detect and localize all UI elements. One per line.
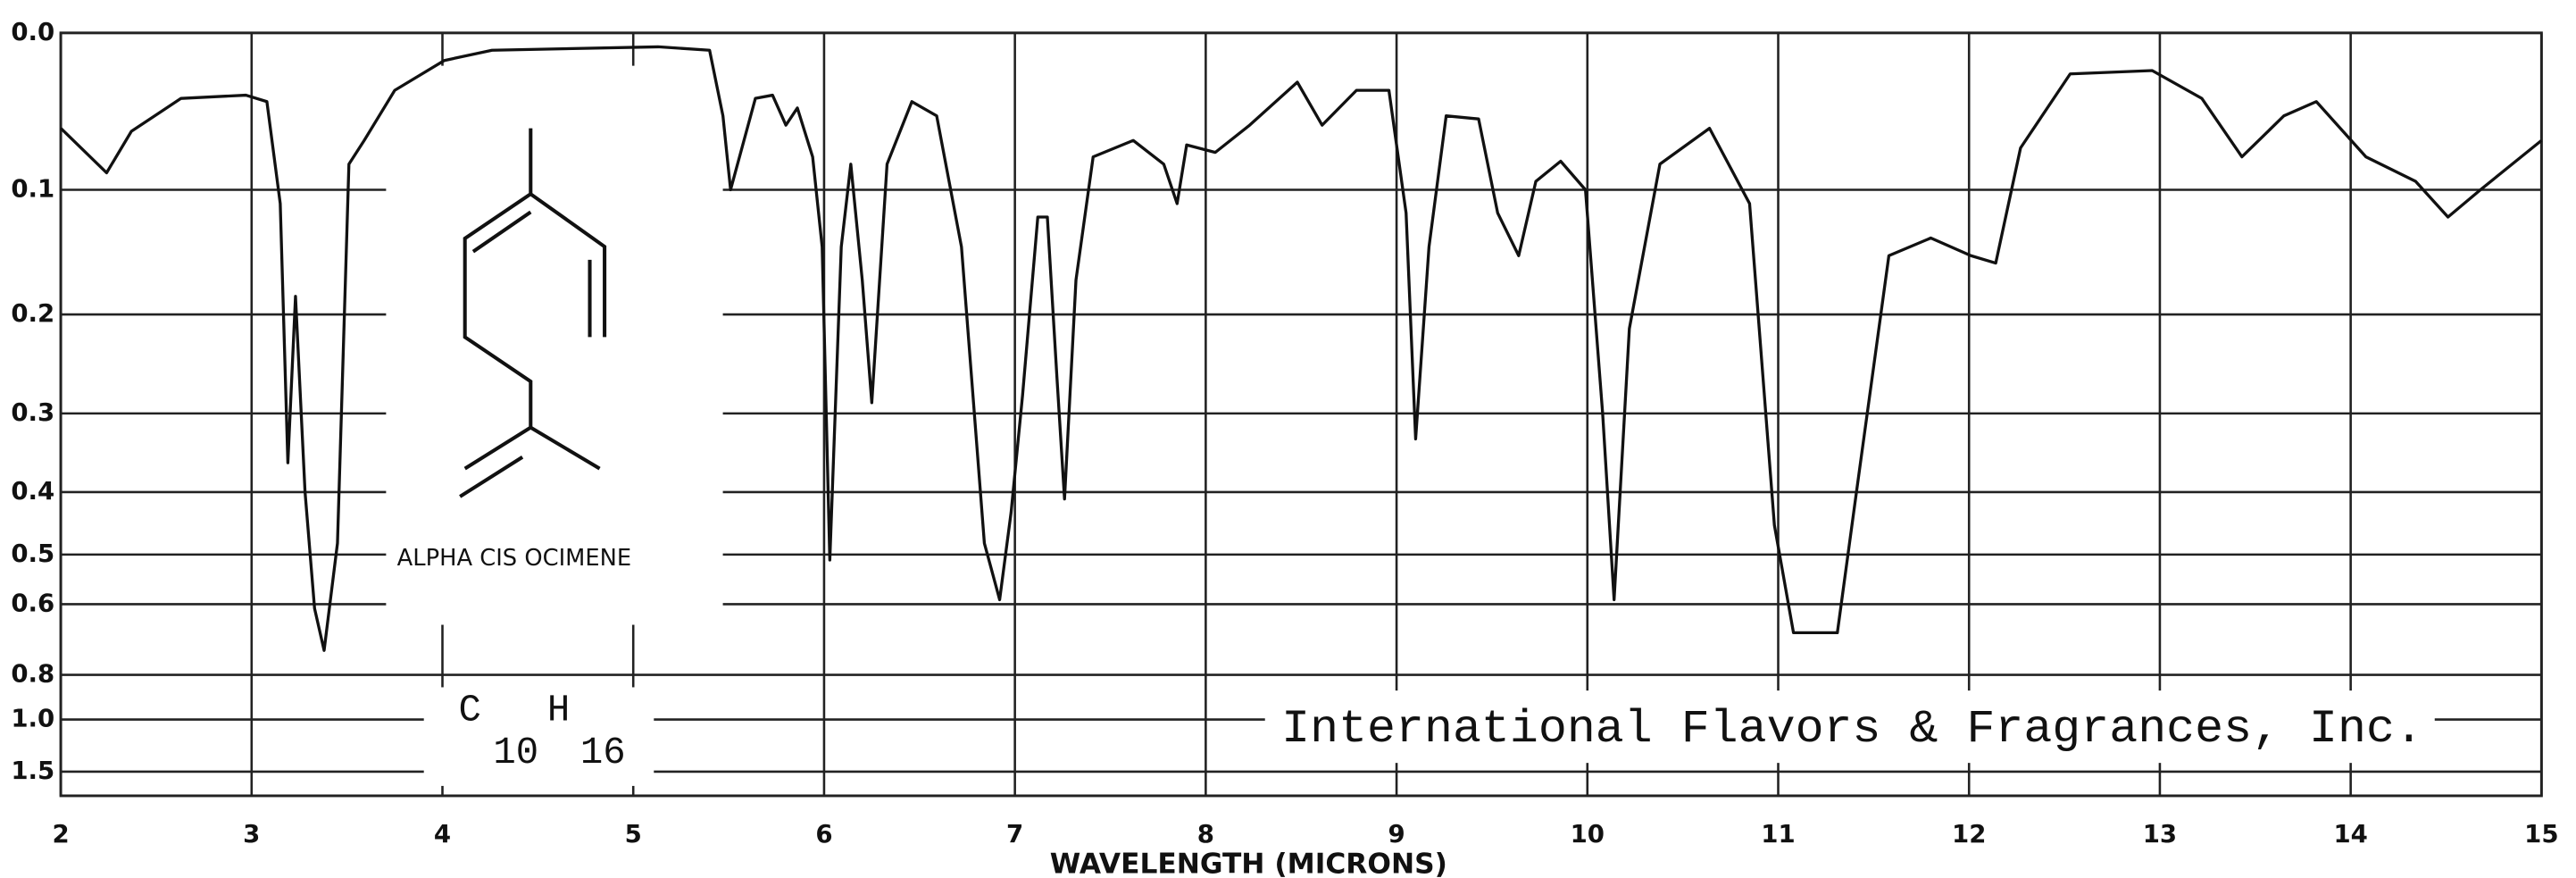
x-tick-label: 14: [2333, 819, 2367, 849]
x-tick-label: 13: [2143, 819, 2177, 849]
y-tick-label: 0.5: [11, 539, 54, 568]
y-tick-label: 0.0: [11, 17, 54, 46]
y-tick-label: 1.0: [11, 704, 54, 733]
compound-name: ALPHA CIS OCIMENE: [397, 545, 632, 572]
formula-panel: [423, 687, 654, 786]
formula-symbol: H: [547, 689, 570, 732]
double-bond: [459, 456, 524, 498]
x-tick-label: 4: [434, 819, 451, 849]
y-tick-label: 1.5: [11, 756, 54, 785]
bond-branch: [529, 192, 607, 338]
x-tick-label: 5: [625, 819, 642, 849]
formula-count: 16: [580, 732, 626, 774]
formula-symbol: C: [459, 689, 481, 732]
x-tick-label: 9: [1388, 819, 1405, 849]
spectrum-line: [59, 45, 2543, 652]
x-tick-label: 10: [1571, 819, 1605, 849]
y-tick-label: 0.4: [11, 476, 54, 506]
x-tick-label: 12: [1952, 819, 1986, 849]
formula-count: 10: [493, 732, 538, 774]
bond-methyl: [529, 425, 601, 471]
credit: International Flavors & Fragrances, Inc.: [1281, 704, 2423, 756]
y-tick-label: 0.3: [11, 397, 54, 427]
structure-panel: [386, 65, 723, 625]
x-tick-label: 8: [1197, 819, 1214, 849]
x-tick-label: 15: [2524, 819, 2558, 849]
x-tick-label: 6: [815, 819, 832, 849]
structure: [459, 128, 607, 498]
y-tick-label: 0.6: [11, 588, 54, 617]
double-bond: [471, 210, 532, 254]
x-tick-label: 2: [52, 819, 69, 849]
y-tick-label: 0.2: [11, 298, 54, 328]
x-tick-label: 7: [1006, 819, 1023, 849]
y-tick-label: 0.1: [11, 173, 54, 203]
x-tick-label: 11: [1761, 819, 1795, 849]
x-axis-title: WAVELENGTH (MICRONS): [1050, 848, 1447, 878]
y-tick-label: 0.8: [11, 659, 54, 689]
plot: [59, 45, 2543, 652]
x-tick-label: 3: [243, 819, 260, 849]
credit-panel: [1264, 690, 2435, 764]
